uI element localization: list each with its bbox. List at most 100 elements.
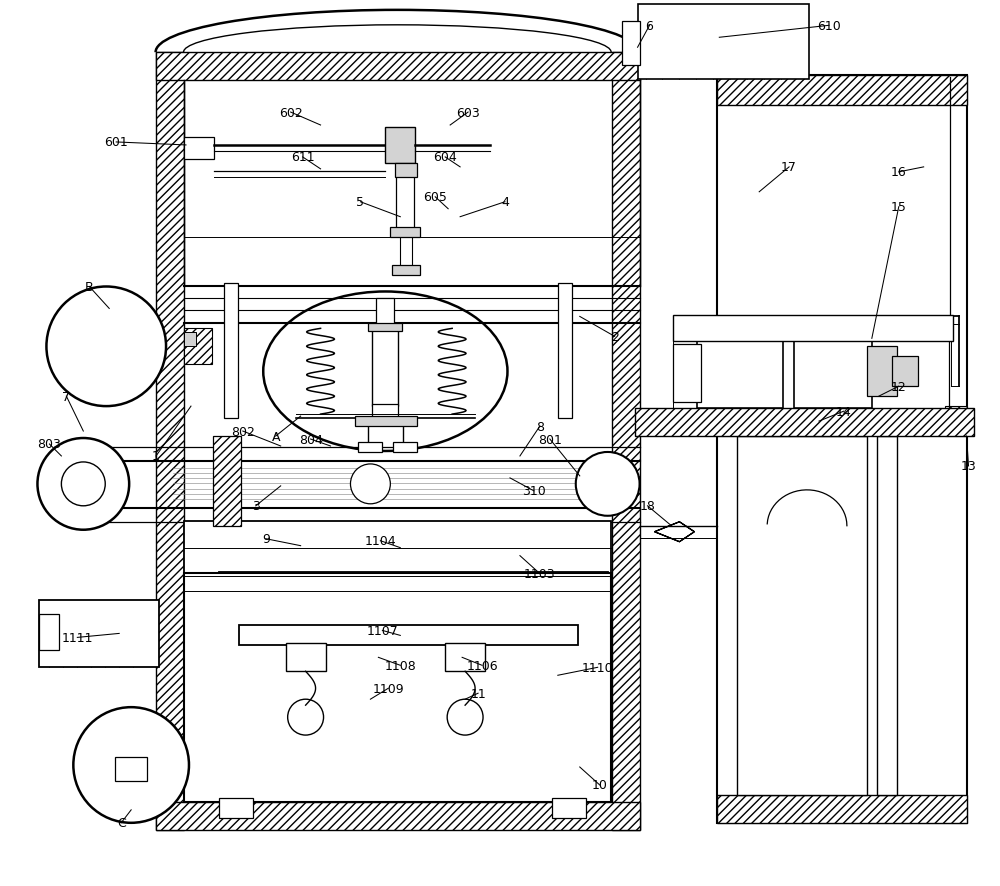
Bar bbox=[184, 329, 212, 365]
Text: 1106: 1106 bbox=[466, 659, 498, 672]
Text: 1103: 1103 bbox=[524, 567, 556, 580]
Bar bbox=[219, 572, 608, 624]
Circle shape bbox=[61, 462, 105, 506]
Bar bbox=[717, 795, 967, 823]
Bar bbox=[396, 173, 414, 232]
Text: B: B bbox=[85, 281, 94, 293]
Bar bbox=[945, 407, 967, 437]
Text: 605: 605 bbox=[423, 191, 447, 204]
Bar bbox=[612, 53, 640, 830]
Bar bbox=[390, 228, 420, 237]
Text: 18: 18 bbox=[640, 500, 655, 513]
Text: 611: 611 bbox=[291, 152, 314, 164]
Bar bbox=[892, 357, 918, 387]
Text: C: C bbox=[117, 816, 126, 829]
Text: 8: 8 bbox=[536, 420, 544, 433]
Bar bbox=[445, 643, 485, 672]
Bar bbox=[156, 53, 184, 830]
Text: 803: 803 bbox=[37, 438, 61, 451]
Text: 7: 7 bbox=[62, 390, 70, 403]
Bar bbox=[213, 437, 241, 526]
Bar bbox=[697, 339, 783, 408]
Bar bbox=[635, 408, 974, 437]
Text: 610: 610 bbox=[817, 19, 841, 33]
Bar bbox=[376, 299, 394, 329]
Bar bbox=[558, 284, 572, 418]
Text: 801: 801 bbox=[538, 433, 562, 446]
Bar bbox=[156, 53, 640, 81]
Bar bbox=[552, 798, 586, 818]
Text: 15: 15 bbox=[891, 201, 907, 214]
Text: 16: 16 bbox=[891, 167, 907, 179]
Bar bbox=[794, 339, 872, 408]
Bar bbox=[184, 333, 196, 347]
Bar bbox=[156, 802, 640, 830]
Ellipse shape bbox=[263, 292, 507, 452]
Text: 602: 602 bbox=[279, 106, 303, 120]
Circle shape bbox=[576, 453, 640, 517]
Bar bbox=[239, 626, 578, 646]
Bar bbox=[673, 316, 953, 342]
Bar bbox=[39, 600, 159, 667]
Bar bbox=[358, 442, 382, 453]
Bar bbox=[385, 128, 415, 164]
Text: 804: 804 bbox=[299, 433, 323, 446]
Circle shape bbox=[447, 699, 483, 735]
Bar bbox=[737, 437, 867, 795]
Text: 1111: 1111 bbox=[62, 631, 93, 644]
Polygon shape bbox=[655, 522, 694, 532]
Bar bbox=[673, 345, 701, 402]
Text: 802: 802 bbox=[231, 425, 255, 438]
Circle shape bbox=[37, 439, 129, 530]
Bar bbox=[622, 22, 640, 66]
Bar bbox=[39, 615, 59, 650]
Text: 1108: 1108 bbox=[384, 659, 416, 672]
Bar bbox=[224, 284, 238, 418]
Circle shape bbox=[73, 707, 189, 823]
Text: 3: 3 bbox=[252, 500, 260, 513]
Bar bbox=[717, 407, 739, 437]
Bar bbox=[219, 798, 253, 818]
Text: 4: 4 bbox=[501, 196, 509, 209]
Text: 1: 1 bbox=[152, 450, 160, 463]
Text: 14: 14 bbox=[836, 405, 852, 418]
Bar bbox=[184, 138, 214, 159]
Bar bbox=[355, 416, 417, 426]
Bar bbox=[372, 405, 398, 421]
Bar bbox=[368, 324, 402, 332]
Text: 601: 601 bbox=[104, 136, 128, 149]
Text: A: A bbox=[271, 430, 280, 443]
Bar bbox=[395, 164, 417, 177]
Text: 1104: 1104 bbox=[365, 534, 396, 548]
Bar bbox=[372, 327, 398, 407]
Bar bbox=[393, 442, 417, 453]
Text: 310: 310 bbox=[522, 485, 546, 498]
Text: 9: 9 bbox=[262, 532, 270, 546]
Circle shape bbox=[46, 287, 166, 407]
Bar bbox=[400, 231, 412, 269]
Bar bbox=[867, 347, 897, 397]
Circle shape bbox=[350, 464, 390, 504]
Bar bbox=[286, 643, 326, 672]
Text: 17: 17 bbox=[781, 161, 797, 175]
Text: 5: 5 bbox=[356, 196, 364, 209]
Text: 1110: 1110 bbox=[582, 661, 614, 674]
Bar bbox=[717, 76, 967, 106]
Text: 10: 10 bbox=[592, 779, 608, 791]
Bar bbox=[115, 758, 147, 781]
Text: 1109: 1109 bbox=[373, 682, 404, 695]
Bar bbox=[184, 521, 611, 576]
Text: 2: 2 bbox=[611, 330, 619, 344]
Bar bbox=[184, 573, 611, 802]
Text: 11: 11 bbox=[470, 687, 486, 700]
Bar bbox=[638, 5, 809, 80]
Circle shape bbox=[288, 699, 324, 735]
Text: 12: 12 bbox=[891, 380, 907, 393]
Text: 603: 603 bbox=[456, 106, 480, 120]
Polygon shape bbox=[655, 532, 694, 542]
Bar bbox=[392, 265, 420, 276]
Text: 1107: 1107 bbox=[366, 625, 398, 637]
Bar bbox=[717, 76, 967, 823]
Bar bbox=[877, 437, 897, 795]
Text: 13: 13 bbox=[961, 460, 976, 473]
